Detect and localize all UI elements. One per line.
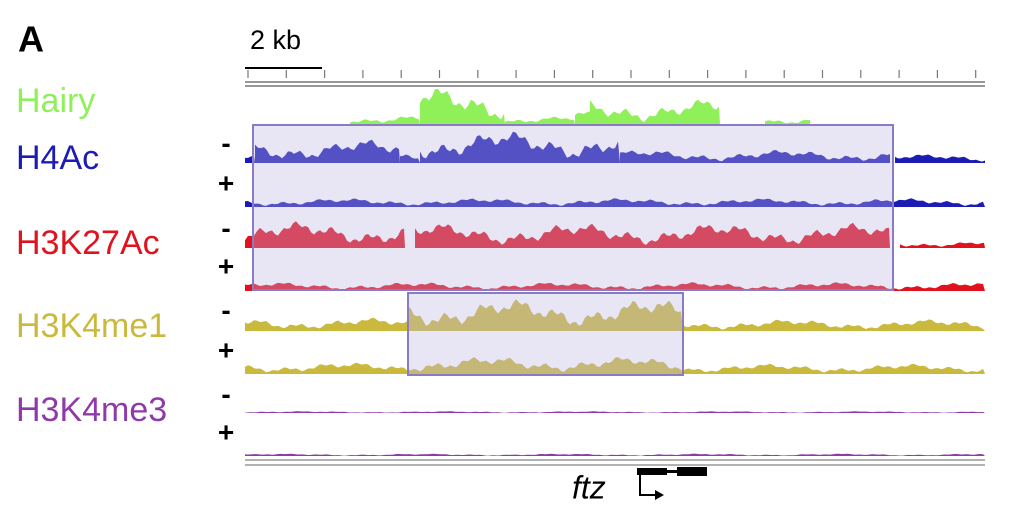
strand-label: + [218, 416, 234, 447]
strand-label: - [221, 212, 230, 243]
signal-track [245, 131, 985, 163]
strand-label: - [221, 378, 230, 409]
strand-label: + [218, 167, 234, 198]
signal-track [350, 88, 810, 125]
track-label: H3K4me3 [16, 391, 167, 429]
signal-track [245, 198, 985, 207]
signal-track [245, 453, 985, 456]
scale-bar-label: 2 kb [250, 25, 301, 55]
gene-model [637, 467, 707, 500]
strand-label: - [221, 294, 230, 325]
strand-label: + [218, 250, 234, 281]
track-label: H4Ac [16, 139, 99, 177]
strand-label: + [218, 334, 234, 365]
panel-label: A [18, 19, 44, 60]
gene-label: ftz [572, 469, 606, 505]
ruler [245, 70, 985, 87]
signal-track [245, 411, 985, 413]
highlight-box [407, 292, 684, 376]
track-label: Hairy [16, 82, 95, 120]
signal-track [245, 357, 985, 374]
track-label: H3K27Ac [16, 224, 160, 262]
track-label: H3K4me1 [16, 307, 167, 345]
highlight-box [252, 124, 894, 291]
tracks: Hairy H4Ac - + H3K27Ac - + H3K4me1 - + H3K4me3 - + [16, 82, 985, 456]
signal-track [245, 282, 985, 291]
signal-track [245, 299, 985, 331]
strand-label: - [221, 127, 230, 158]
signal-track [245, 221, 985, 248]
